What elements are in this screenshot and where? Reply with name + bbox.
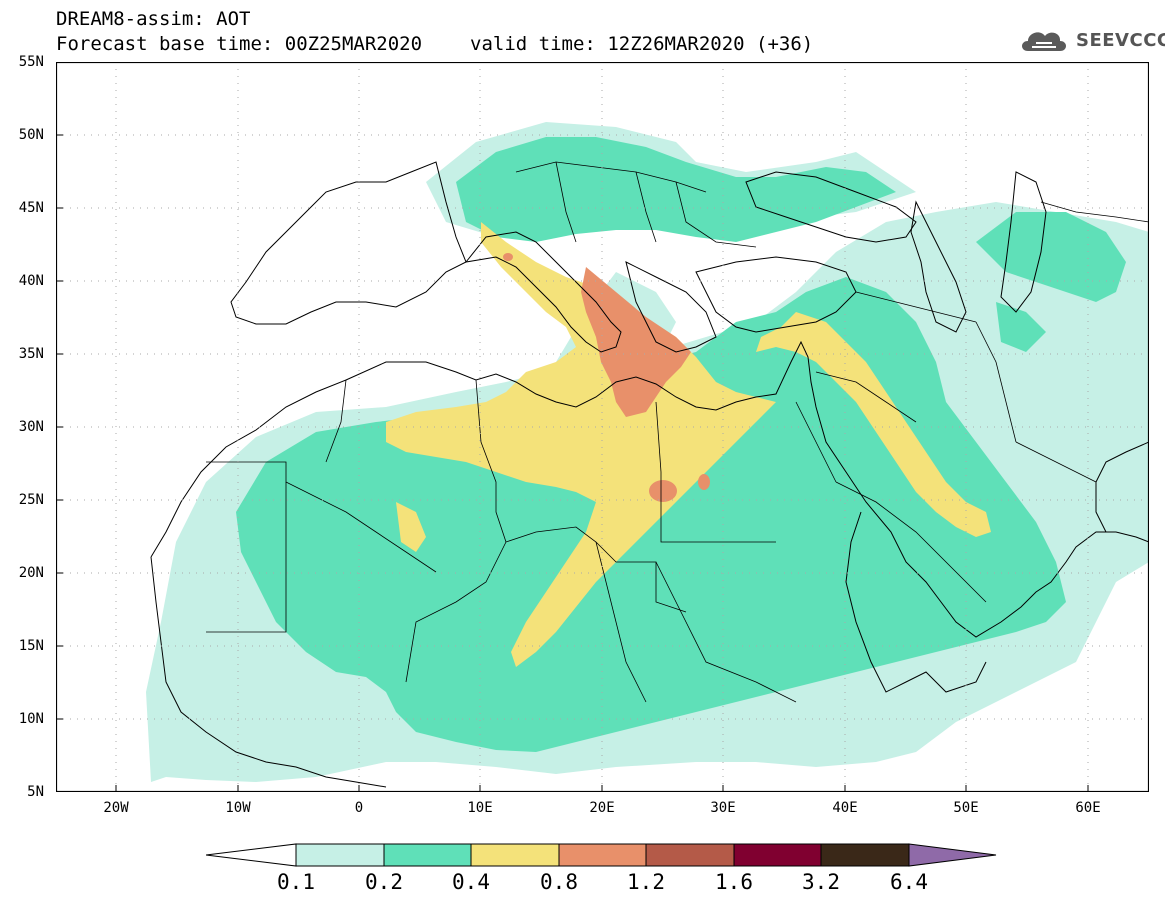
colorbar-label: 6.4: [890, 870, 928, 894]
colorbar-label: 1.2: [627, 870, 665, 894]
lon-label: 0: [354, 800, 364, 816]
lon-label: 60E: [1075, 800, 1101, 816]
colorbar-label: 0.2: [365, 870, 403, 894]
valid-time: valid time: 12Z26MAR2020 (+36): [470, 33, 814, 55]
lon-label: 50E: [953, 800, 979, 816]
colorbar-segment: [295, 843, 385, 867]
lat-label: 15N: [18, 638, 44, 654]
colorbar-segment: [383, 843, 472, 867]
axis-ticks: [56, 134, 1089, 792]
colorbar-segment: [820, 843, 910, 867]
colorbar-segment: [470, 843, 560, 867]
lat-label: 10N: [18, 711, 44, 727]
colorbar-label: 0.8: [540, 870, 578, 894]
lat-label: 40N: [18, 273, 44, 289]
lat-label: 35N: [18, 346, 44, 362]
coastlines: [150, 161, 1149, 788]
lat-label: 55N: [18, 54, 44, 70]
seevccc-logo: SEEVCCC: [1018, 24, 1165, 56]
lat-label: 30N: [18, 419, 44, 435]
colorbar-label: 0.1: [277, 870, 315, 894]
map-border: [56, 62, 1149, 792]
lon-label: 20W: [103, 800, 129, 816]
logo-text: SEEVCCC: [1076, 29, 1165, 51]
country-borders: [206, 161, 1149, 703]
lat-label: 45N: [18, 200, 44, 216]
gridlines: [56, 62, 1149, 792]
lon-label: 10W: [225, 800, 251, 816]
lon-label: 40E: [832, 800, 858, 816]
base-time: Forecast base time: 00Z25MAR2020: [56, 33, 423, 55]
map-title: DREAM8-assim: AOT: [56, 8, 251, 30]
aot-map: [56, 62, 1149, 792]
cloud-icon: [1022, 32, 1066, 51]
lat-label: 25N: [18, 492, 44, 508]
aot-contour-0-4: [386, 222, 991, 667]
colorbar-label: 3.2: [802, 870, 840, 894]
lat-label: 20N: [18, 565, 44, 581]
colorbar-label: 1.6: [715, 870, 753, 894]
map-panel: [56, 62, 1149, 792]
colorbar-label: 0.4: [452, 870, 490, 894]
colorbar-segment: [733, 843, 822, 867]
colorbar: [206, 843, 997, 867]
lon-label: 10E: [467, 800, 493, 816]
lat-label: 5N: [27, 784, 44, 800]
colorbar-segment: [558, 843, 647, 867]
lat-label: 50N: [18, 127, 44, 143]
lon-label: 30E: [710, 800, 736, 816]
aot-contour-0-8: [503, 253, 710, 502]
lon-label: 20E: [589, 800, 615, 816]
colorbar-arrow-high: [908, 843, 997, 867]
colorbar-arrow-low: [206, 843, 297, 867]
forecast-times: Forecast base time: 00Z25MAR2020 valid ti…: [56, 33, 813, 55]
colorbar-segment: [645, 843, 735, 867]
